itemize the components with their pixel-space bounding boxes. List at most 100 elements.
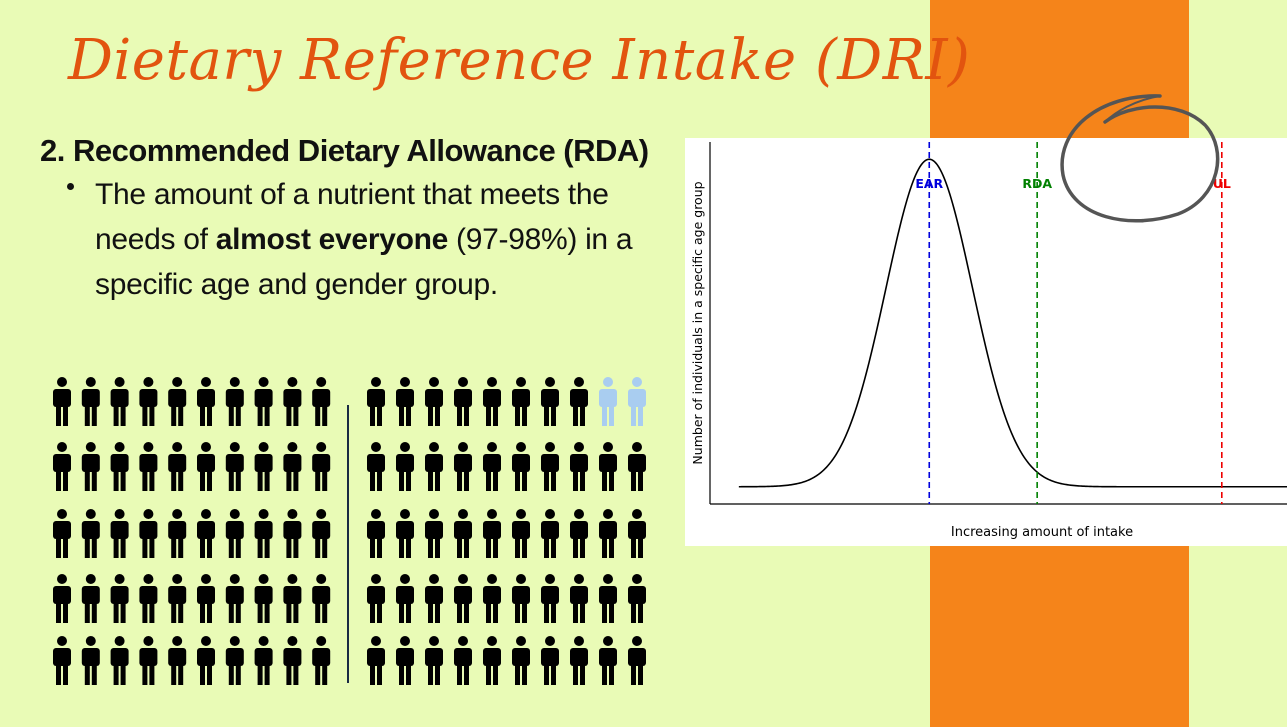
person-icon [168, 574, 187, 623]
person-icon [628, 377, 646, 426]
person-icon [599, 377, 617, 426]
person-icon [312, 574, 331, 623]
person-icon [541, 574, 559, 623]
person-icon [628, 574, 646, 623]
person-icon [599, 636, 617, 685]
person-icon [197, 636, 215, 685]
section-heading: 2. Recommended Dietary Allowance (RDA) [40, 133, 649, 168]
person-icon [254, 442, 273, 491]
person-icon [628, 636, 646, 685]
person-icon [225, 574, 244, 623]
person-icon [454, 574, 472, 623]
pictogram-divider [347, 405, 349, 683]
person-icon [110, 636, 129, 685]
person-icon [570, 377, 588, 426]
person-icon [53, 636, 71, 685]
person-icon [599, 442, 617, 491]
person-icon [168, 377, 187, 426]
person-icon [312, 377, 331, 426]
person-icon [396, 442, 414, 491]
y-axis-label: Number of individuals in a specific age … [690, 181, 705, 464]
person-icon [425, 509, 443, 558]
bullet-dot [67, 183, 74, 190]
bullet-text-end: (97-98%) in a specific age and gender gr… [95, 223, 633, 301]
person-icon [541, 509, 559, 558]
person-icon [628, 442, 646, 491]
bullet-text: The amount of a nutrient that meets the … [95, 172, 675, 307]
person-icon [197, 377, 215, 426]
person-icon [168, 636, 187, 685]
person-icon [541, 377, 559, 426]
person-icon [110, 377, 129, 426]
person-icon [168, 442, 187, 491]
person-icon [139, 509, 158, 558]
bullet-text-bold: almost everyone [215, 223, 449, 256]
person-icon [53, 377, 71, 426]
reference-label-rda: RDA [1022, 176, 1052, 191]
person-icon [367, 377, 385, 426]
person-icon [53, 574, 71, 623]
person-icon [283, 442, 302, 491]
person-icon [110, 442, 129, 491]
person-icon [283, 509, 302, 558]
reference-label-ul: UL [1213, 176, 1231, 191]
person-icon [81, 636, 100, 685]
person-icon [512, 377, 530, 426]
slide-title: Dietary Reference Intake (DRI) [68, 28, 971, 93]
person-icon [283, 574, 302, 623]
person-icon [81, 509, 100, 558]
person-icon [225, 509, 244, 558]
person-icon [570, 636, 588, 685]
person-icon [254, 377, 273, 426]
person-icon [483, 574, 501, 623]
person-icon [139, 442, 158, 491]
person-icon [367, 442, 385, 491]
person-icon [454, 377, 472, 426]
person-icon [541, 636, 559, 685]
distribution-curve [738, 158, 1287, 488]
person-icon [53, 442, 71, 491]
person-icon [425, 377, 443, 426]
person-icon [367, 636, 385, 685]
person-icon [396, 377, 414, 426]
person-icon [197, 509, 215, 558]
person-icon [367, 574, 385, 623]
person-icon [483, 442, 501, 491]
person-icon [425, 442, 443, 491]
person-icon [197, 442, 215, 491]
person-icon [628, 509, 646, 558]
person-icon [197, 574, 215, 623]
person-icon [139, 636, 158, 685]
person-icon [425, 636, 443, 685]
person-icon [168, 509, 187, 558]
people-pictogram [53, 377, 646, 685]
person-icon [483, 377, 501, 426]
person-icon [425, 574, 443, 623]
person-icon [541, 442, 559, 491]
person-icon [570, 574, 588, 623]
person-icon [283, 377, 302, 426]
person-icon [483, 636, 501, 685]
person-icon [225, 636, 244, 685]
person-icon [81, 574, 100, 623]
person-icon [312, 509, 331, 558]
person-icon [512, 442, 530, 491]
person-icon [512, 636, 530, 685]
distribution-chart: EAR RDA UL Increasing amount of intake Numbe… [690, 142, 1287, 540]
person-icon [570, 442, 588, 491]
person-icon [483, 509, 501, 558]
person-icon [512, 574, 530, 623]
person-icon [225, 442, 244, 491]
person-icon [254, 636, 273, 685]
person-icon [139, 377, 158, 426]
person-icon [599, 509, 617, 558]
person-icon [110, 574, 129, 623]
person-icon [396, 574, 414, 623]
person-icon [312, 442, 331, 491]
person-icon [81, 377, 100, 426]
person-icon [110, 509, 129, 558]
person-icon [81, 442, 100, 491]
person-icon [254, 574, 273, 623]
person-icon [225, 377, 244, 426]
person-icon [283, 636, 302, 685]
